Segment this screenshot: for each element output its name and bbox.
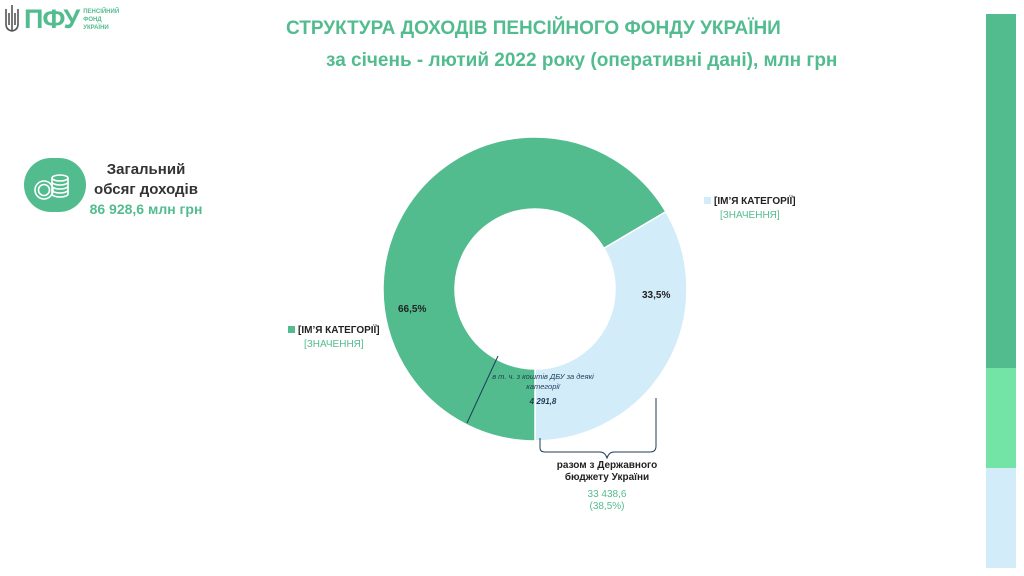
budget-percent: (38,5%)	[589, 501, 625, 512]
side-bar-segment	[986, 368, 1016, 468]
legend-value: [ЗНАЧЕННЯ]	[303, 339, 364, 350]
inner-note: в т. ч. з коштів ДБУ за деякі категорії	[492, 372, 594, 391]
legend-marker	[704, 197, 711, 204]
donut-slice	[534, 210, 688, 442]
pfu-logo: ПФУ ПЕНСІЙНИЙ ФОНД УКРАЇНИ	[4, 4, 119, 34]
coins-badge	[24, 158, 86, 212]
donut-slice	[382, 136, 667, 442]
inner-value: 4 291,8	[529, 397, 557, 406]
inner-split-line	[466, 355, 499, 424]
logo-sub-line: УКРАЇНИ	[83, 25, 109, 31]
legend-label-light: [ІМ’Я КАТЕГОРІЇ] [ЗНАЧЕННЯ]	[704, 196, 796, 221]
logo-subtitle: ПЕНСІЙНИЙ ФОНД УКРАЇНИ	[83, 8, 119, 32]
total-value: 86 928,6 млн грн	[89, 201, 203, 217]
budget-label: разом з Державного бюджету України	[548, 460, 666, 484]
coins-icon	[34, 174, 69, 200]
side-bar-segment	[986, 14, 1016, 368]
total-label-line: Загальний	[106, 161, 186, 178]
side-bar-segment	[986, 468, 1016, 568]
legend-label-green: [ІМ’Я КАТЕГОРІЇ] [ЗНАЧЕННЯ]	[288, 325, 380, 350]
slice-percent-label: 66,5%	[398, 304, 427, 315]
legend-marker	[288, 326, 295, 333]
logo-abbr: ПФУ	[24, 4, 80, 34]
logo-sub-line: ФОНД	[83, 17, 102, 23]
budget-label-line: бюджету України	[564, 472, 650, 483]
legend-name: [ІМ’Я КАТЕГОРІЇ]	[714, 196, 796, 207]
legend-value: [ЗНАЧЕННЯ]	[719, 210, 780, 221]
trident-icon	[5, 5, 19, 32]
budget-value: 33 438,6 (38,5%)	[548, 489, 666, 513]
page-subtitle: за січень - лютий 2022 року (оперативні …	[326, 50, 838, 71]
budget-bracket	[539, 398, 657, 460]
total-label: Загальний обсяг доходів	[84, 160, 208, 200]
logo-sub-line: ПЕНСІЙНИЙ	[83, 9, 120, 15]
total-label-line: обсяг доходів	[94, 181, 198, 198]
page-title: СТРУКТУРА ДОХОДІВ ПЕНСІЙНОГО ФОНДУ УКРАЇ…	[286, 18, 781, 39]
slice-percent-label: 33,5%	[642, 290, 671, 301]
legend-name: [ІМ’Я КАТЕГОРІЇ]	[298, 325, 380, 336]
budget-label-line: разом з Державного	[556, 460, 658, 471]
budget-amount: 33 438,6	[587, 489, 627, 500]
